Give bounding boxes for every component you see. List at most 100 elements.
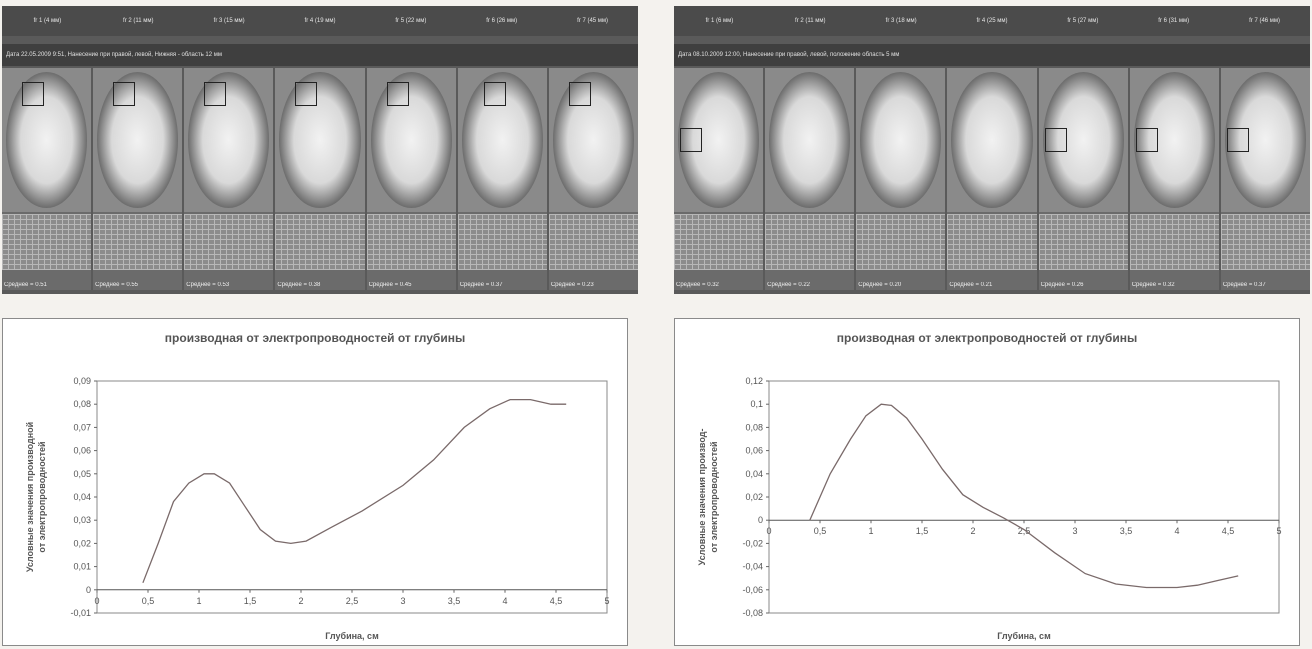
y-tick-label: 0,08 xyxy=(73,399,91,409)
x-tick-label: 1 xyxy=(868,526,873,536)
scan-image xyxy=(1038,68,1128,212)
scan-frame: Среднее = 0.32 xyxy=(1129,68,1219,290)
y-axis-label-line1: Условные значения производной xyxy=(25,422,35,572)
frequency-label: fr 2 (11 мм) xyxy=(123,18,154,24)
scan-image xyxy=(548,68,638,212)
x-tick-label: 2 xyxy=(298,596,303,606)
x-tick-label: 1,5 xyxy=(916,526,929,536)
frame-mean-value: Среднее = 0.53 xyxy=(186,282,230,288)
scan-oval xyxy=(1133,72,1215,208)
scan-strip: fr 1 (4 мм) fr 2 (11 мм) fr 3 (15 мм) fr… xyxy=(2,6,638,294)
x-tick-label: 5 xyxy=(1276,526,1281,536)
frame-mean-value: Среднее = 0.45 xyxy=(368,282,412,288)
chart-box: производная от электропроводностей от гл… xyxy=(2,318,628,646)
frequency-label: fr 3 (18 мм) xyxy=(885,18,917,24)
x-axis-label: Глубина, см xyxy=(997,631,1051,641)
scan-image xyxy=(275,68,365,212)
x-tick-label: 2 xyxy=(970,526,975,536)
frame-mean-value: Среднее = 0.22 xyxy=(767,282,811,288)
scan-oval xyxy=(461,72,543,208)
scan-oval xyxy=(860,72,942,208)
plot-area xyxy=(768,380,1280,614)
x-tick-label: 1,5 xyxy=(244,596,257,606)
x-tick-label: 2,5 xyxy=(346,596,359,606)
scan-grid xyxy=(674,214,764,270)
scan-info-line: Дата 22.05.2009 9:51, Нанесение при прав… xyxy=(2,44,638,66)
scan-strip: fr 1 (6 мм) fr 2 (11 мм) fr 3 (18 мм) fr… xyxy=(674,6,1310,294)
scan-grid xyxy=(366,214,456,270)
roi-box xyxy=(680,128,702,152)
y-tick-label: 0,1 xyxy=(750,399,763,409)
scan-grid xyxy=(947,214,1037,270)
derivative-line-chart: -0,0100,010,020,030,040,050,060,070,080,… xyxy=(25,376,610,641)
derivative-line-chart: -0,08-0,06-0,04-0,0200,020,040,060,080,1… xyxy=(697,376,1282,641)
y-axis-label-line2: от электропроводностей xyxy=(37,441,47,552)
frame-mean-value: Среднее = 0.32 xyxy=(676,282,719,288)
x-tick-label: 4 xyxy=(1174,526,1179,536)
frequency-label: fr 6 (26 мм) xyxy=(486,18,518,24)
scan-frame: Среднее = 0.45 xyxy=(366,68,456,290)
x-tick-label: 0 xyxy=(766,526,771,536)
y-tick-label: 0,02 xyxy=(745,492,763,502)
frequency-label: fr 6 (31 мм) xyxy=(1158,18,1190,24)
scan-frame: Среднее = 0.38 xyxy=(275,68,365,290)
scan-frame: Среднее = 0.22 xyxy=(765,68,855,290)
x-tick-label: 4,5 xyxy=(1222,526,1235,536)
frame-mean-value: Среднее = 0.38 xyxy=(277,282,321,288)
frequency-header: fr 1 (4 мм) fr 2 (11 мм) fr 3 (15 мм) fr… xyxy=(2,6,638,36)
scan-grid xyxy=(275,214,365,270)
scan-image xyxy=(2,68,92,212)
scan-oval xyxy=(1224,72,1306,208)
y-axis-label-line1: Условные значения производ- xyxy=(697,429,707,566)
y-tick-label: -0,04 xyxy=(742,562,763,572)
frame-mean-value: Среднее = 0.37 xyxy=(1222,282,1266,288)
scan-image xyxy=(93,68,183,212)
scan-frame: Среднее = 0.37 xyxy=(457,68,547,290)
scan-grid xyxy=(856,214,946,270)
y-tick-label: -0,08 xyxy=(742,608,763,618)
scan-image xyxy=(184,68,274,212)
scan-oval xyxy=(279,72,361,208)
scan-image xyxy=(947,68,1037,212)
y-tick-label: -0,02 xyxy=(742,538,763,548)
scan-image xyxy=(1220,68,1310,212)
scan-oval xyxy=(951,72,1033,208)
scan-oval xyxy=(370,72,452,208)
y-tick-label: -0,06 xyxy=(742,585,763,595)
scan-grid xyxy=(184,214,274,270)
scan-image xyxy=(765,68,855,212)
x-tick-label: 3 xyxy=(1072,526,1077,536)
frequency-label: fr 5 (27 мм) xyxy=(1067,18,1099,24)
scan-frame: Среднее = 0.21 xyxy=(947,68,1037,290)
frequency-label: fr 5 (22 мм) xyxy=(395,18,427,24)
scan-oval xyxy=(97,72,179,208)
x-tick-label: 0,5 xyxy=(142,596,155,606)
series-line xyxy=(809,403,1239,589)
scan-grid xyxy=(1038,214,1128,270)
y-tick-label: 0,02 xyxy=(73,538,91,548)
scan-image xyxy=(1129,68,1219,212)
scan-frame: Среднее = 0.20 xyxy=(856,68,946,290)
frequency-header: fr 1 (6 мм) fr 2 (11 мм) fr 3 (18 мм) fr… xyxy=(674,6,1310,36)
x-tick-label: 5 xyxy=(604,596,609,606)
frequency-label: fr 4 (25 мм) xyxy=(976,18,1008,24)
scan-oval xyxy=(552,72,634,208)
roi-box xyxy=(483,82,506,106)
chart-title: производная от электропроводностей от гл… xyxy=(836,331,1138,345)
scan-frames: Среднее = 0.51 Среднее = 0.55 Среднее = … xyxy=(2,68,638,290)
y-tick-label: 0,05 xyxy=(73,469,91,479)
scan-frame: Среднее = 0.37 xyxy=(1220,68,1310,290)
roi-box xyxy=(1044,128,1067,152)
frequency-label: fr 3 (15 мм) xyxy=(213,18,245,24)
y-axis-label-line2: от электропроводностей xyxy=(709,441,719,552)
frequency-label: fr 2 (11 мм) xyxy=(795,18,826,24)
scan-frame: Среднее = 0.32 xyxy=(674,68,764,290)
y-tick-label: 0,03 xyxy=(73,515,91,525)
scan-image xyxy=(856,68,946,212)
y-tick-label: 0,04 xyxy=(73,492,91,502)
scan-frame: Среднее = 0.53 xyxy=(184,68,274,290)
scan-grid xyxy=(1220,214,1310,270)
scan-grid xyxy=(1129,214,1219,270)
scan-image xyxy=(366,68,456,212)
scan-grid xyxy=(457,214,547,270)
